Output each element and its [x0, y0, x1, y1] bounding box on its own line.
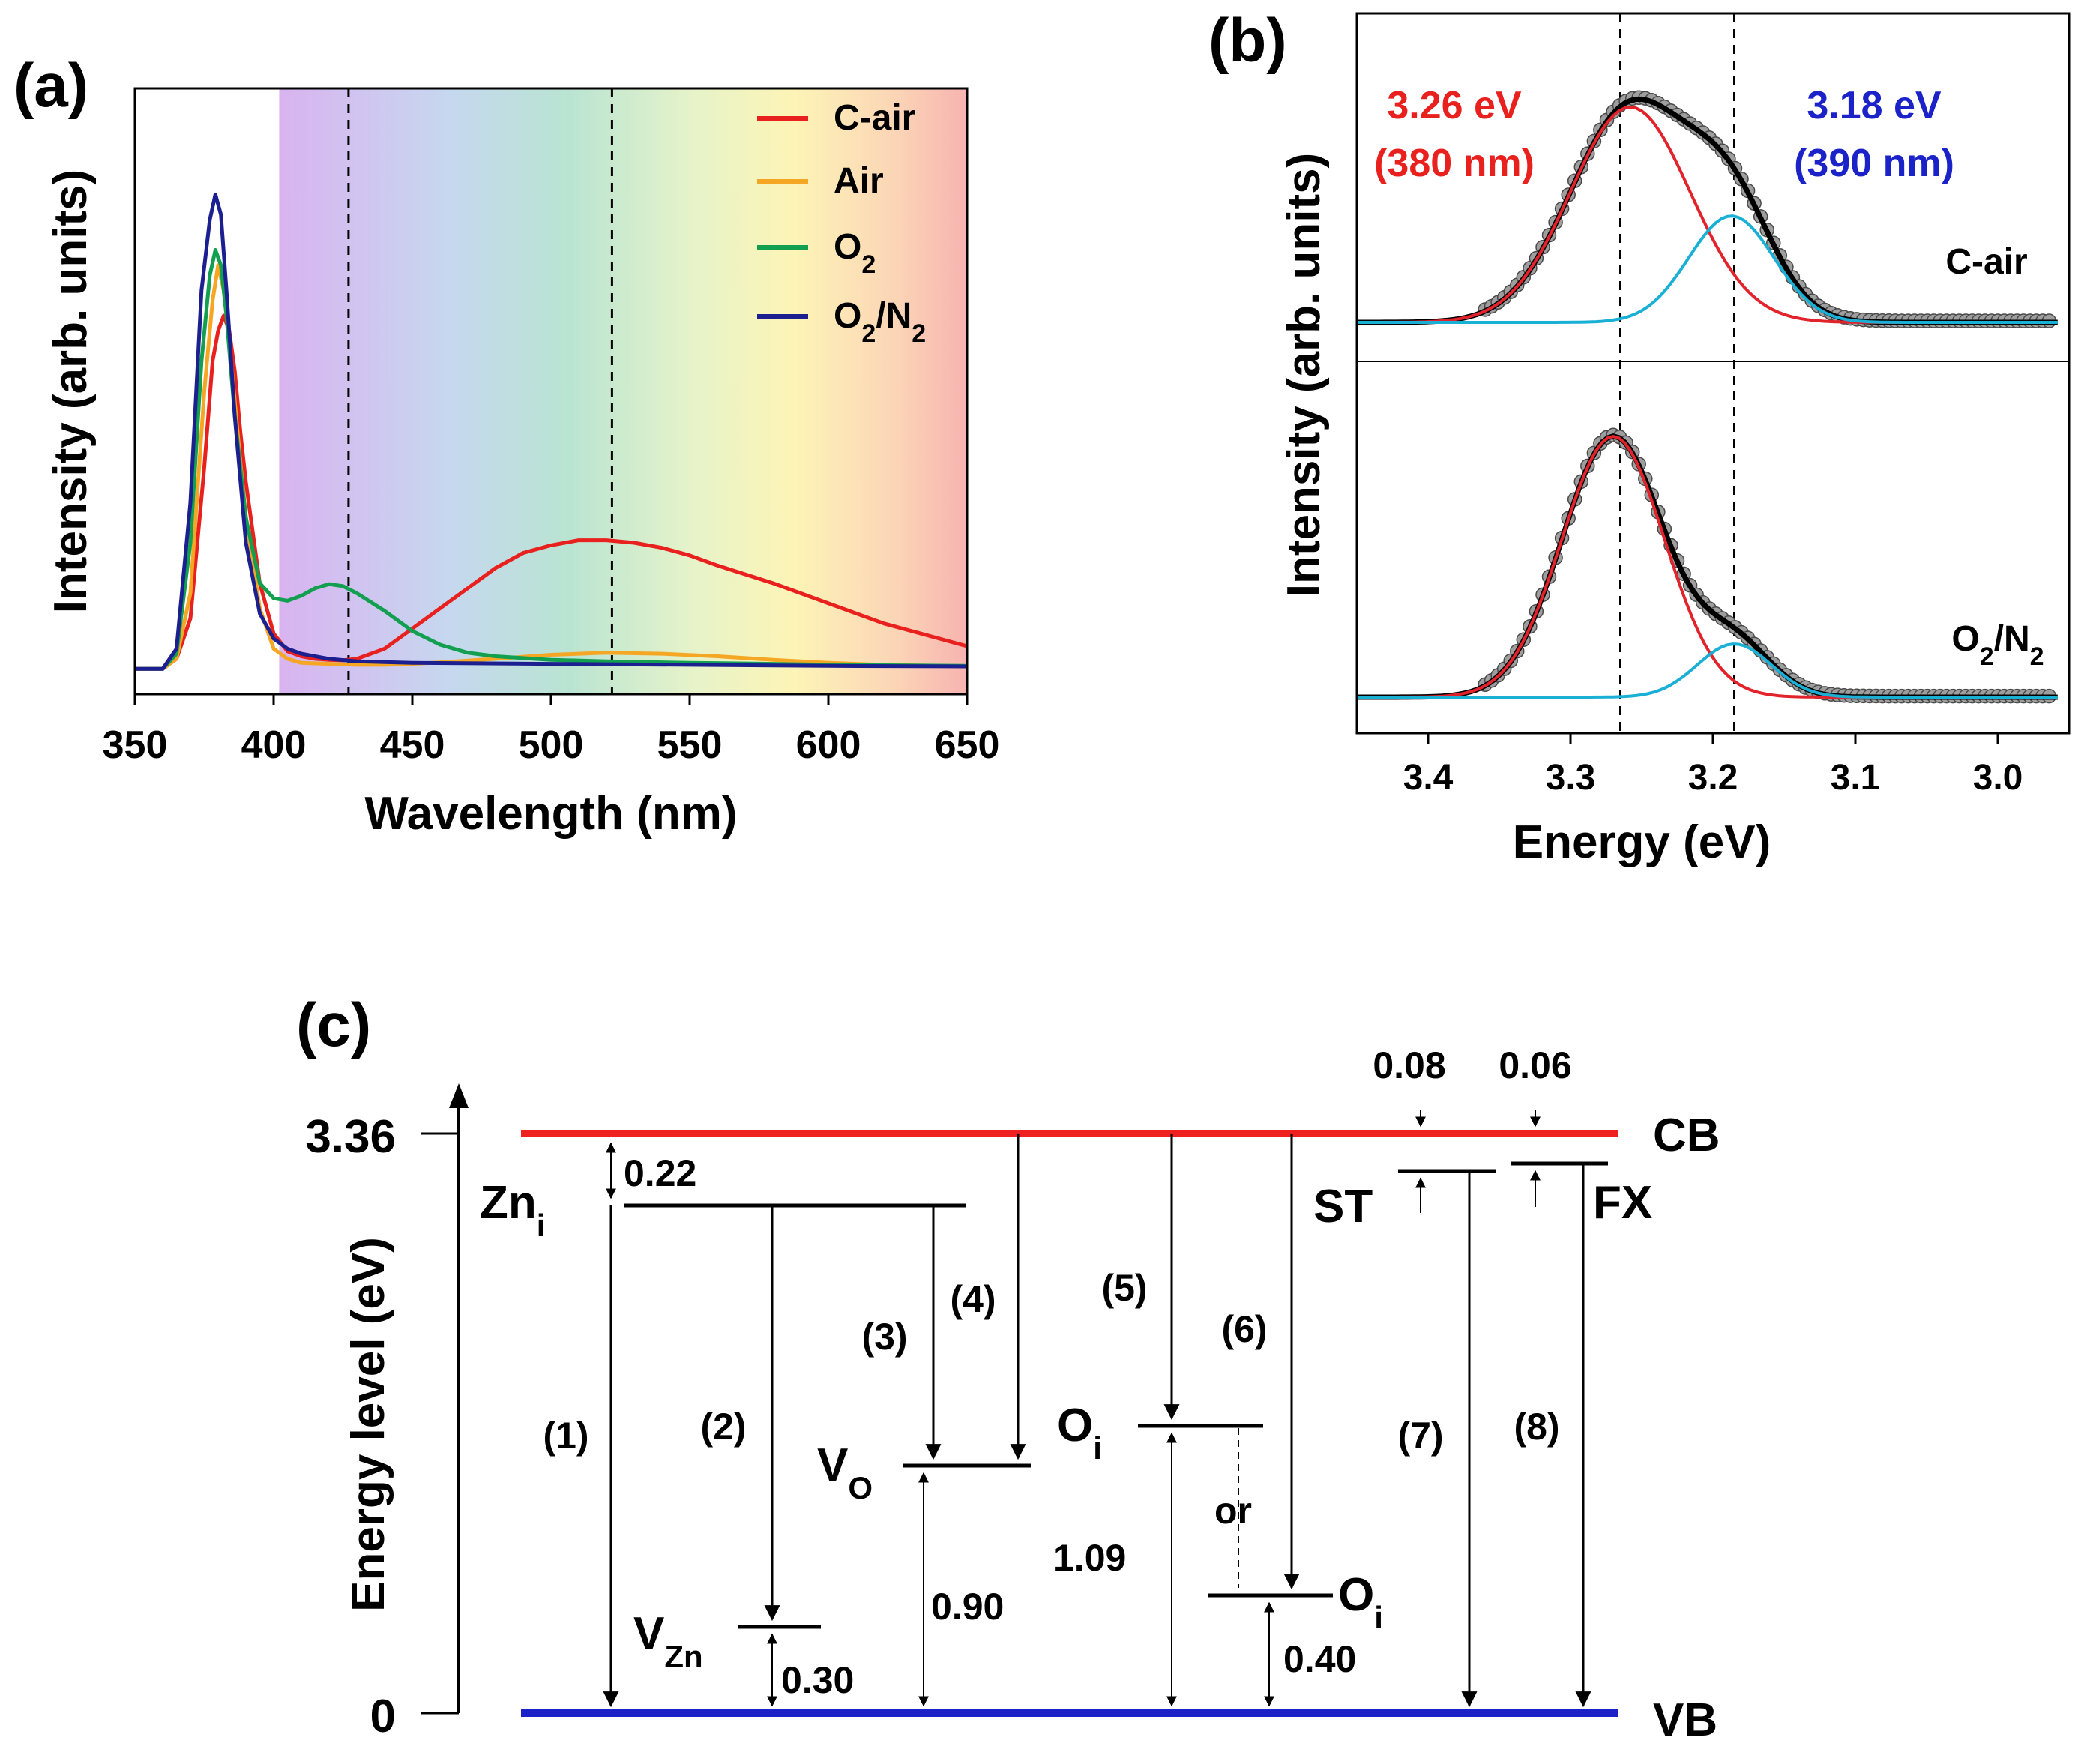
legend-label: C-air	[834, 98, 915, 138]
panel-a-tick-label: 550	[657, 723, 723, 767]
transition-label-6: (6)	[1221, 1308, 1267, 1350]
panel-c-label: (c)	[296, 991, 371, 1059]
series-air	[135, 263, 968, 671]
peak-label-energy-1: 3.26 eV	[1387, 84, 1522, 127]
value-0-08: 0.08	[1373, 1044, 1445, 1086]
panel-a-legend: C-air Air O2 O2/N2	[757, 98, 926, 348]
label-oi-2: Oi	[1338, 1569, 1383, 1635]
panel-b: (b) 3.4 3.3 3.2 3.1 3.0 Energy (eV) Intensit…	[1208, 7, 2071, 868]
panel-a: (a) 350 400 450 500 550 600 650 Wavelength (nm…	[13, 52, 999, 840]
transition-label-3: (3)	[861, 1316, 907, 1358]
panel-b-label: (b)	[1208, 7, 1287, 75]
panel-b-tick-label: 3.3	[1546, 758, 1596, 798]
panel-a-tick-label: 450	[380, 723, 445, 767]
panel-a-y-axis-title: Intensity (arb. units)	[45, 169, 97, 613]
value-1-09: 1.09	[1053, 1537, 1126, 1579]
panel-a-x-ticks: 350 400 450 500 550 600 650	[103, 694, 1000, 767]
energy-axis-arrowhead	[449, 1083, 469, 1108]
gap-arrows	[606, 1110, 1541, 1707]
label-oi-1: Oi	[1057, 1400, 1102, 1466]
legend-item-c-air: C-air	[757, 98, 915, 138]
panel-a-reference-lines	[347, 88, 613, 694]
value-0-06: 0.06	[1499, 1044, 1571, 1086]
peak-label-wavelength-2: (390 nm)	[1794, 142, 1954, 185]
panel-c: (c) 3.36 0 Energy level (eV) CB VB Zni V…	[296, 991, 1720, 1746]
cb-label: CB	[1653, 1110, 1720, 1161]
value-0-30: 0.30	[781, 1659, 854, 1701]
panel-b-x-ticks: 3.4 3.3 3.2 3.1 3.0	[1403, 733, 2023, 798]
series-o2n2	[135, 192, 968, 671]
subpanel-label-c-air: C-air	[1945, 242, 2027, 282]
panel-a-tick-label: 600	[796, 723, 861, 767]
panel-b-y-axis-title: Intensity (arb. units)	[1278, 153, 1330, 597]
subpanel-label-o2n2: O2/N2	[1951, 619, 2044, 671]
label-vzn: VZn	[633, 1608, 703, 1674]
fit-peak-2	[1357, 642, 2058, 699]
panel-a-tick-label: 350	[103, 723, 168, 767]
subpanel-label-o2n2-main2: /N	[1994, 619, 2030, 659]
value-0-40: 0.40	[1283, 1638, 1356, 1680]
subpanel-label-o2n2-sub: 2	[1980, 642, 1994, 671]
legend-item-o2: O2	[757, 227, 876, 279]
subpanel-1-curves	[1357, 90, 2058, 328]
subpanel-label-o2n2-sub2: 2	[2030, 642, 2044, 671]
panel-b-tick-label: 3.1	[1831, 758, 1881, 798]
transition-label-5: (5)	[1101, 1267, 1147, 1309]
fit-peak-2	[1357, 214, 2058, 324]
value-0-90: 0.90	[931, 1586, 1004, 1628]
subpanel-2-curves	[1357, 427, 2058, 704]
or-label: or	[1214, 1490, 1252, 1532]
panel-a-tick-label: 400	[241, 723, 307, 767]
legend-label: O2	[834, 227, 876, 279]
transition-label-8: (8)	[1514, 1406, 1559, 1448]
panel-b-tick-label: 3.2	[1688, 758, 1738, 798]
legend-label: O2/N2	[834, 296, 926, 348]
panel-b-reference-lines	[1619, 13, 1735, 733]
legend-item-o2n2: O2/N2	[757, 296, 926, 348]
transition-label-2: (2)	[700, 1406, 746, 1448]
spectrum-shading	[279, 88, 967, 694]
subpanel-label-o2n2-main: O	[1951, 619, 1979, 659]
label-vo: VO	[817, 1439, 873, 1505]
transition-label-7: (7)	[1397, 1415, 1443, 1457]
panel-a-series	[135, 192, 968, 671]
panel-a-label: (a)	[13, 52, 88, 120]
label-st: ST	[1313, 1181, 1373, 1232]
panel-a-tick-label: 650	[935, 723, 1000, 767]
label-zni: Zni	[480, 1177, 545, 1243]
peak-label-energy-2: 3.18 eV	[1807, 84, 1942, 127]
value-0-22: 0.22	[624, 1152, 696, 1194]
tick-label-0: 0	[370, 1691, 396, 1742]
panel-b-x-axis-title: Energy (eV)	[1513, 816, 1771, 868]
panel-c-y-axis-title: Energy level (eV)	[343, 1237, 394, 1612]
vb-label: VB	[1653, 1694, 1717, 1746]
peak-label-wavelength-1: (380 nm)	[1374, 142, 1535, 185]
series-o2	[135, 248, 968, 671]
panel-b-curves	[1357, 90, 2058, 704]
panel-b-tick-label: 3.0	[1973, 758, 2023, 798]
panel-a-tick-label: 500	[519, 723, 584, 767]
label-fx: FX	[1593, 1177, 1652, 1229]
legend-label: Air	[834, 161, 884, 201]
transition-label-1: (1)	[543, 1415, 588, 1457]
transition-arrows	[603, 1134, 1591, 1708]
tick-label-3-36: 3.36	[305, 1111, 396, 1163]
transition-label-4: (4)	[950, 1278, 996, 1320]
panel-b-tick-label: 3.4	[1403, 758, 1454, 798]
panel-a-x-axis-title: Wavelength (nm)	[364, 788, 737, 840]
legend-item-air: Air	[757, 161, 884, 201]
